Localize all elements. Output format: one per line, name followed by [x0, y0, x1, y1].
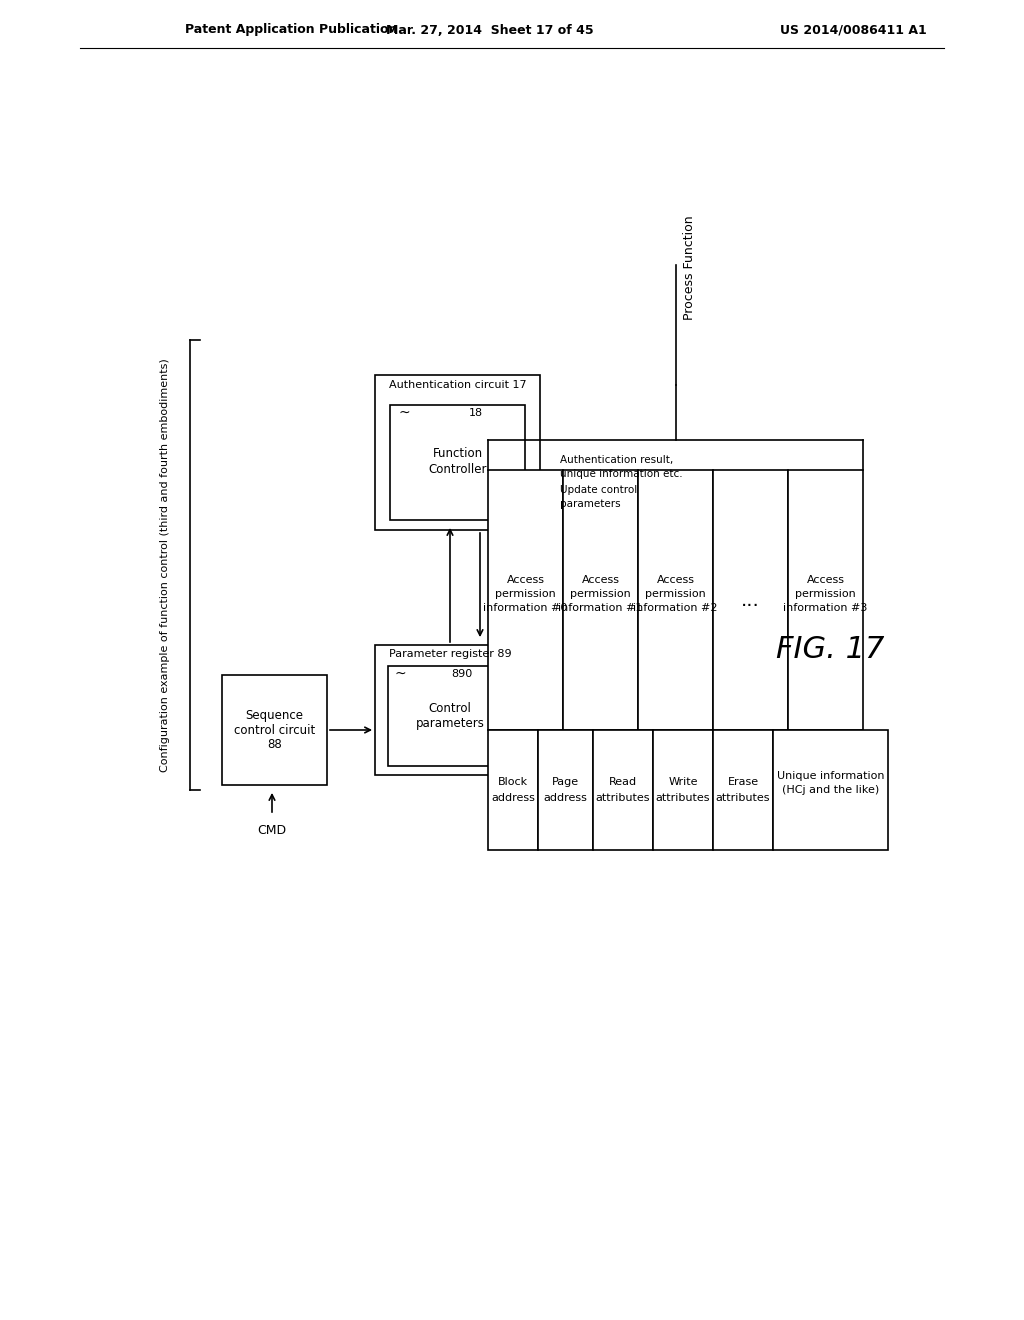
Text: information #1: information #1: [558, 603, 643, 612]
Bar: [713, 730, 773, 850]
Text: Configuration example of function control (third and fourth embodiments): Configuration example of function contro…: [160, 358, 170, 772]
Text: Page: Page: [552, 777, 579, 787]
Text: address: address: [492, 793, 535, 803]
Text: information #3: information #3: [783, 603, 867, 612]
Text: control circuit: control circuit: [233, 723, 315, 737]
Bar: [593, 730, 653, 850]
Bar: [538, 730, 593, 850]
Text: Authentication circuit 17: Authentication circuit 17: [389, 380, 526, 389]
Text: Block: Block: [498, 777, 528, 787]
Text: 18: 18: [468, 408, 482, 418]
Text: FIG. 17: FIG. 17: [776, 635, 884, 664]
Text: 88: 88: [267, 738, 282, 751]
Bar: [375, 375, 540, 531]
Bar: [638, 470, 713, 730]
Text: Access: Access: [807, 576, 845, 585]
Bar: [375, 645, 525, 775]
Text: Patent Application Publication: Patent Application Publication: [185, 24, 397, 37]
Text: Sequence: Sequence: [246, 710, 303, 722]
Text: US 2014/0086411 A1: US 2014/0086411 A1: [780, 24, 927, 37]
Text: CMD: CMD: [257, 824, 287, 837]
Text: Controller: Controller: [428, 463, 486, 477]
Text: permission: permission: [645, 589, 706, 599]
Bar: [488, 730, 538, 850]
Bar: [390, 405, 525, 520]
Bar: [388, 667, 512, 766]
Bar: [653, 730, 713, 850]
Text: ~: ~: [398, 407, 410, 420]
Text: Authentication result,: Authentication result,: [560, 455, 673, 465]
Text: information #0: information #0: [483, 603, 567, 612]
Text: unique information etc.: unique information etc.: [560, 469, 683, 479]
Bar: [788, 470, 863, 730]
Bar: [773, 730, 888, 850]
Text: permission: permission: [570, 589, 631, 599]
Bar: [563, 470, 638, 730]
Text: Erase: Erase: [727, 777, 759, 787]
Text: permission: permission: [496, 589, 556, 599]
Text: Unique information: Unique information: [777, 771, 885, 781]
Text: Access: Access: [507, 576, 545, 585]
Bar: [488, 470, 563, 730]
Text: Function: Function: [432, 447, 482, 459]
Text: parameters: parameters: [560, 499, 621, 510]
Text: Process Function: Process Function: [683, 215, 696, 319]
Text: Access: Access: [656, 576, 694, 585]
Bar: [713, 470, 788, 730]
Text: attributes: attributes: [655, 793, 711, 803]
Text: information #2: information #2: [633, 603, 718, 612]
Text: Control: Control: [429, 702, 471, 715]
Text: attributes: attributes: [596, 793, 650, 803]
Text: Update control: Update control: [560, 484, 637, 495]
Text: ~: ~: [394, 667, 406, 681]
Text: attributes: attributes: [716, 793, 770, 803]
Text: address: address: [544, 793, 588, 803]
Text: Parameter register 89: Parameter register 89: [389, 649, 511, 659]
Text: parameters: parameters: [416, 717, 484, 730]
Text: Mar. 27, 2014  Sheet 17 of 45: Mar. 27, 2014 Sheet 17 of 45: [386, 24, 594, 37]
Bar: [222, 675, 327, 785]
Text: 890: 890: [452, 669, 473, 678]
Text: ...: ...: [741, 590, 760, 610]
Text: Access: Access: [582, 576, 620, 585]
Text: Read: Read: [609, 777, 637, 787]
Text: (HCj and the like): (HCj and the like): [782, 785, 880, 795]
Text: Write: Write: [669, 777, 697, 787]
Text: permission: permission: [795, 589, 856, 599]
